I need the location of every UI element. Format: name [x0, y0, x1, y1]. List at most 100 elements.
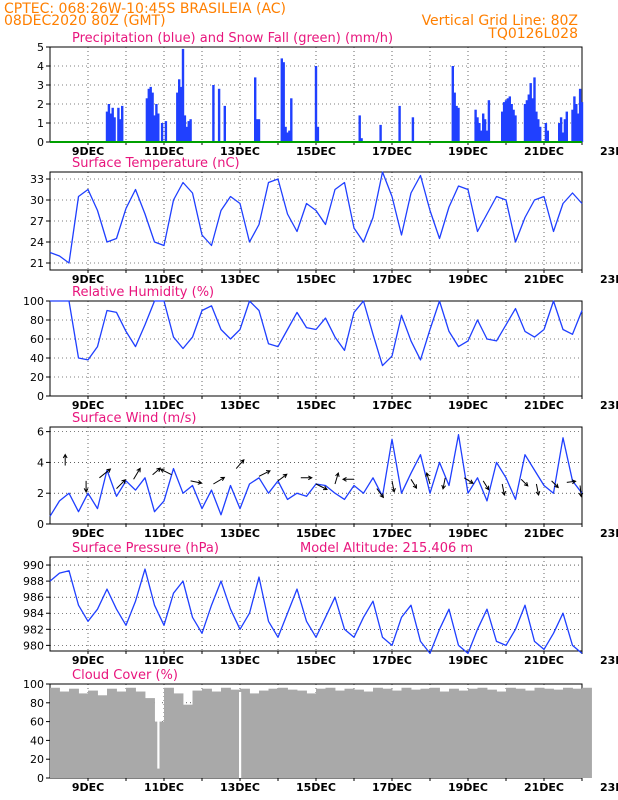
wind-ytick-label: 6 [37, 426, 44, 439]
precip-bar [531, 98, 534, 142]
precip-bar [290, 98, 293, 142]
precip-bar [284, 126, 287, 142]
cloud-bar [183, 704, 193, 778]
precip-bar [506, 98, 510, 142]
cloud-bar [164, 687, 174, 778]
cloud-bar [553, 689, 564, 778]
precip-bar [565, 111, 568, 142]
wind-vector-arrow [235, 459, 245, 469]
precip-bar [559, 117, 563, 142]
humidity-ytick-label: 100 [23, 295, 44, 308]
precip-bar [544, 123, 548, 142]
cloud-bar [496, 691, 507, 778]
precip-bar [117, 107, 120, 142]
precip-xtick-label: 9DEC [72, 145, 104, 158]
cloud-bar [278, 687, 288, 778]
precip-bar [563, 119, 567, 142]
precip-bar [487, 100, 491, 142]
header-model-code: TQ0126L028 [487, 26, 578, 42]
precip-bar [575, 104, 578, 142]
cloud-bar [411, 689, 421, 778]
cloud-xtick-label: 13DEC [220, 781, 260, 794]
pressure-xtick-label: 19DEC [448, 654, 488, 667]
wind-vector-arrow [133, 467, 141, 480]
precip-bar [254, 77, 257, 142]
temperature-ytick-label: 27 [30, 215, 44, 228]
precip-bar [255, 119, 259, 142]
precip-bar [223, 105, 226, 142]
cloud-bar [116, 691, 127, 778]
wind-vector-arrow [334, 471, 340, 485]
wind-vector-arrow [83, 480, 89, 493]
cloud-bar [439, 691, 450, 778]
wind-xtick-label: 13DEC [220, 527, 260, 540]
precip-ytick-label: 1 [37, 117, 44, 130]
precip-bar [529, 83, 532, 142]
pressure-altitude-note: Model Altitude: 215.406 m [300, 541, 473, 556]
cloud-xtick-label: 9DEC [72, 781, 104, 794]
cloud-bar [249, 693, 260, 778]
pressure-line [49, 568, 583, 655]
cloud-bar [297, 690, 307, 778]
precip-bar [176, 92, 179, 142]
temperature-xtick-label: 17DEC [372, 273, 412, 286]
cloud-bar [221, 687, 231, 778]
wind-vector-arrow [152, 467, 162, 476]
cloud-xtick-label: 11DEC [144, 781, 184, 794]
cloud-bar [107, 688, 117, 778]
temperature-xtick-label: 9DEC [72, 273, 104, 286]
precip-bar [316, 126, 320, 142]
precip-bar [558, 123, 561, 142]
wind-xtick-label: 23DEC [600, 527, 618, 540]
precip-bar [578, 88, 582, 142]
cloud-bar [268, 688, 279, 778]
precip-bar [288, 130, 291, 142]
cloud-bar [316, 688, 326, 778]
precip-ytick-label: 5 [37, 41, 44, 54]
humidity-title: Relative Humidity (%) [72, 285, 214, 300]
cloud-bar [563, 687, 573, 778]
wind-vector-arrow [213, 476, 226, 485]
cloud-bar [344, 688, 355, 778]
wind-ytick-label: 4 [37, 456, 44, 469]
cloud-bar [211, 691, 222, 778]
cloud-ytick-label: 80 [30, 697, 44, 710]
chart-layer: 0 1 2 3 4 5 9DEC 11DEC 13DEC 15DEC 17DEC 19DEC 21DEC… [23, 41, 618, 794]
pressure-ytick-label: 988 [23, 575, 44, 588]
wind-xtick-label: 21DEC [524, 527, 564, 540]
precip-bar [512, 109, 515, 142]
cloud-bar [487, 689, 497, 778]
cloud-ytick-label: 40 [30, 734, 44, 747]
wind-vector-arrow [578, 485, 584, 498]
precip-bar [187, 121, 190, 142]
precip-bar [573, 96, 576, 142]
precip-bar [286, 132, 289, 142]
wind-vector-arrow [463, 477, 474, 484]
cloud-bar [420, 688, 431, 778]
temperature-line [49, 171, 583, 264]
cloud-bar [363, 691, 374, 778]
precip-bar [111, 107, 114, 142]
cloud-bar [325, 687, 336, 778]
humidity-xtick-label: 15DEC [296, 399, 336, 412]
humidity-xtick-label: 23DEC [600, 399, 618, 412]
pressure-ytick-label: 990 [23, 559, 44, 572]
temperature-xtick-label: 23DEC [600, 273, 618, 286]
pressure-xtick-label: 23DEC [600, 654, 618, 667]
cloud-bar [392, 690, 402, 778]
precip-bar [455, 105, 458, 142]
precip-bar [212, 85, 215, 142]
precip-bar [147, 88, 150, 142]
cloud-bar [59, 691, 70, 778]
wind-vector-arrow [410, 479, 418, 489]
precip-bar [539, 126, 542, 142]
precip-bar [280, 58, 283, 142]
cloud-bar [97, 695, 108, 778]
pressure-xtick-label: 15DEC [296, 654, 336, 667]
humidity-ytick-label: 20 [30, 371, 44, 384]
precip-bar [501, 111, 504, 142]
precip-xtick-label: 13DEC [220, 145, 260, 158]
header-date: 08DEC2020 80Z (GMT) [4, 13, 166, 29]
pressure-xtick-label: 17DEC [372, 654, 412, 667]
